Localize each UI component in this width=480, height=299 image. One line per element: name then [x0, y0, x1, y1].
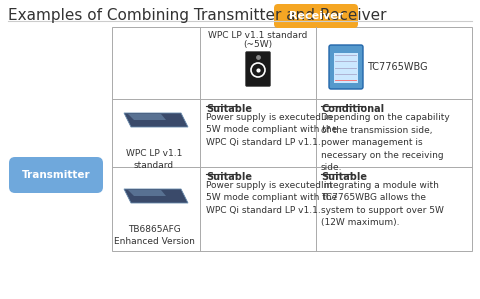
Text: Depending on the capability
of the transmission side,
power management is
necess: Depending on the capability of the trans…	[321, 113, 450, 172]
Text: WPC LP v1.1
standard: WPC LP v1.1 standard	[126, 149, 182, 170]
Text: Power supply is executed in
5W mode compliant with the
WPC Qi standard LP v1.1.: Power supply is executed in 5W mode comp…	[206, 113, 337, 147]
Text: Examples of Combining Transmitter and Receiver: Examples of Combining Transmitter and Re…	[8, 8, 386, 23]
Text: Power supply is executed in
5W mode compliant with the
WPC Qi standard LP v1.1.: Power supply is executed in 5W mode comp…	[206, 181, 337, 215]
Text: TB6865AFG
Enhanced Version: TB6865AFG Enhanced Version	[114, 225, 194, 246]
Text: Conditional: Conditional	[321, 104, 384, 114]
Text: WPC LP v1.1 standard: WPC LP v1.1 standard	[208, 31, 308, 40]
Text: Receiver: Receiver	[289, 11, 343, 21]
Text: Transmitter: Transmitter	[22, 170, 90, 180]
FancyBboxPatch shape	[329, 45, 363, 89]
FancyBboxPatch shape	[274, 4, 358, 28]
FancyBboxPatch shape	[9, 157, 103, 193]
Text: Suitable: Suitable	[321, 172, 367, 182]
Bar	[112, 27, 472, 251]
FancyBboxPatch shape	[245, 51, 271, 86]
Bar	[334, 53, 358, 83]
Text: Suitable: Suitable	[206, 172, 252, 182]
Text: Integrating a module with
TC7765WBG allows the
system to support over 5W
(12W ma: Integrating a module with TC7765WBG allo…	[321, 181, 444, 228]
Polygon shape	[128, 114, 166, 120]
Text: TC7765WBG: TC7765WBG	[367, 62, 428, 72]
Polygon shape	[124, 189, 188, 203]
Polygon shape	[128, 190, 166, 196]
Polygon shape	[124, 113, 188, 127]
Text: Suitable: Suitable	[206, 104, 252, 114]
Text: (~5W): (~5W)	[243, 40, 273, 49]
